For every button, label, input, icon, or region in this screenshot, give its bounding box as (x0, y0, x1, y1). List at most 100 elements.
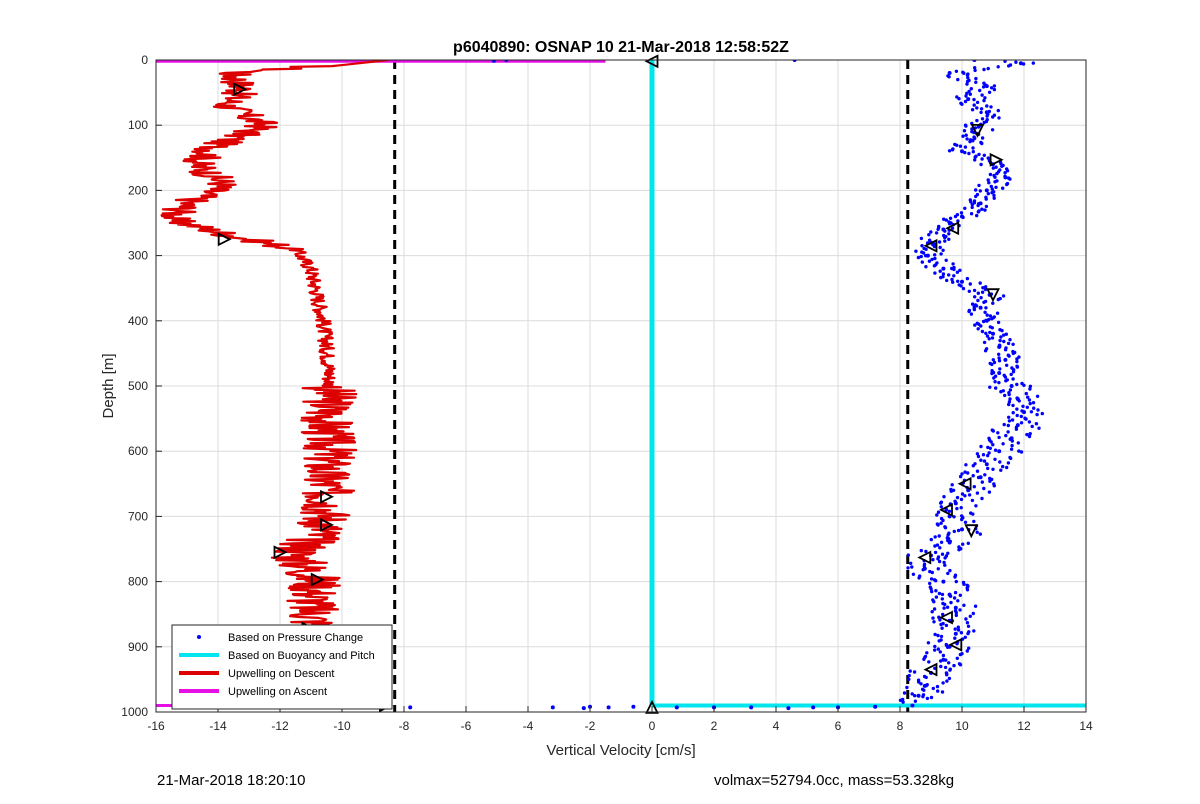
pressure-point (1011, 377, 1015, 381)
direction-marker (320, 489, 335, 504)
x-tick-label: 10 (955, 719, 969, 733)
pressure-point (934, 231, 939, 235)
pressure-point (938, 618, 942, 622)
pressure-point (993, 380, 997, 384)
x-tick-label: 12 (1017, 719, 1031, 733)
pressure-point (986, 178, 990, 182)
pressure-point (955, 270, 960, 274)
pressure-point (930, 610, 934, 614)
pressure-point (927, 259, 932, 263)
pressure-point (1003, 171, 1007, 175)
pressure-point (938, 546, 942, 550)
pressure-point (955, 143, 959, 147)
pressure-point (1028, 401, 1032, 406)
pressure-point (991, 166, 995, 170)
pressure-point (1021, 404, 1025, 408)
pressure-point (996, 431, 1000, 435)
pressure-point (913, 694, 917, 698)
pressure-point (924, 265, 928, 269)
pressure-point (937, 615, 941, 619)
pressure-point (943, 665, 948, 670)
pressure-point (993, 457, 997, 461)
pressure-point (978, 88, 982, 93)
series-layer (156, 60, 1086, 711)
y-tick-label: 1000 (121, 705, 148, 719)
pressure-point (996, 297, 1000, 302)
pressure-point (1011, 351, 1015, 356)
pressure-point (941, 272, 946, 276)
pressure-point (984, 204, 989, 209)
pressure-point (994, 185, 998, 189)
pressure-point (966, 624, 971, 628)
pressure-point (972, 485, 976, 489)
pressure-point (968, 139, 972, 144)
pressure-point (958, 474, 963, 479)
pressure-point (967, 289, 971, 293)
pressure-point (954, 69, 959, 74)
pressure-point (1015, 382, 1019, 387)
pressure-point (962, 582, 966, 586)
pressure-point (1014, 427, 1019, 431)
pressure-point (992, 484, 996, 488)
pressure-point (1019, 421, 1024, 425)
pressure-point (959, 284, 963, 288)
pressure-point (941, 227, 946, 232)
pressure-point (998, 338, 1002, 343)
pressure-point (408, 705, 413, 710)
pressure-point (1026, 395, 1030, 399)
direction-marker (938, 610, 953, 625)
y-tick-label: 900 (128, 640, 148, 654)
pressure-point (1025, 432, 1029, 437)
pressure-point (984, 318, 989, 323)
pressure-point (961, 134, 965, 138)
pressure-point (991, 115, 995, 119)
pressure-point (999, 161, 1003, 166)
pressure-point (936, 510, 941, 514)
pressure-point (1006, 341, 1011, 346)
pressure-point (1016, 441, 1020, 445)
pressure-point (1004, 433, 1008, 438)
pressure-point (988, 446, 992, 450)
pressure-point (988, 314, 993, 318)
direction-marker (945, 221, 960, 236)
direction-marker (645, 699, 659, 714)
pressure-point (946, 533, 950, 537)
pressure-point (958, 652, 963, 657)
pressure-point (959, 211, 964, 215)
pressure-point (955, 495, 960, 500)
pressure-point (941, 653, 946, 658)
pressure-point (979, 110, 983, 115)
pressure-point (1015, 359, 1019, 364)
pressure-point (944, 218, 948, 222)
pressure-point (940, 690, 945, 694)
pressure-point (925, 253, 930, 258)
pressure-point (959, 631, 964, 635)
pressure-point (994, 165, 998, 169)
pressure-point (932, 620, 936, 624)
pressure-point (993, 448, 998, 452)
pressure-point (631, 704, 636, 709)
pressure-point (998, 367, 1002, 371)
pressure-point (948, 668, 952, 672)
pressure-point (990, 128, 995, 132)
pressure-point (941, 248, 945, 252)
pressure-point (906, 566, 910, 570)
pressure-point (933, 632, 937, 637)
x-tick-label: 0 (649, 719, 656, 733)
pressure-point (922, 657, 926, 661)
pressure-point (922, 683, 927, 688)
pressure-point (975, 491, 980, 495)
pressure-point (958, 144, 963, 148)
pressure-point (949, 489, 953, 493)
pressure-point (933, 648, 937, 652)
pressure-point (913, 699, 918, 703)
pressure-point (1008, 338, 1012, 342)
pressure-point (921, 694, 925, 699)
pressure-point (975, 213, 979, 218)
pressure-point (1011, 411, 1015, 415)
direction-marker (986, 288, 1000, 303)
pressure-point (1006, 423, 1010, 428)
pressure-point (491, 60, 496, 63)
pressure-point (974, 194, 978, 199)
pressure-point (934, 589, 938, 593)
